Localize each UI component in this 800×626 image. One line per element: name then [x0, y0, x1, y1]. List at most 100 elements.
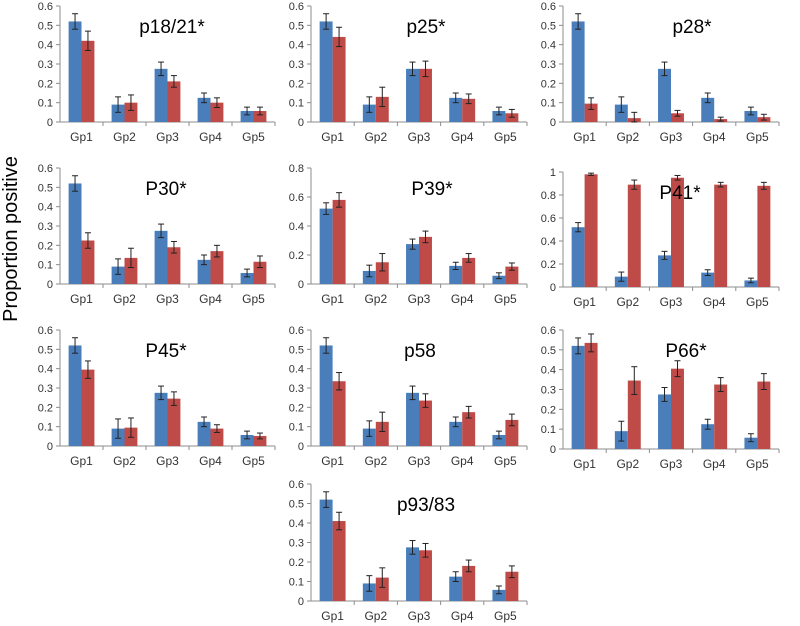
x-tick-label: Gp2	[616, 295, 639, 309]
y-tick-label: 0.2	[541, 259, 556, 271]
panel-title: p28*	[672, 17, 712, 38]
x-tick-label: Gp4	[703, 295, 726, 309]
bar	[714, 384, 728, 449]
x-tick-label: Gp5	[494, 292, 517, 306]
y-tick-label: 0.6	[541, 1, 556, 13]
y-axis-label: Proportion positive	[0, 156, 22, 322]
panel-title: P39*	[411, 179, 453, 200]
bar	[253, 110, 267, 122]
y-tick-label: 0	[550, 117, 556, 129]
x-tick-label: Gp1	[70, 130, 93, 144]
x-tick-label: Gp5	[494, 130, 517, 144]
bar	[154, 230, 168, 284]
bar	[419, 236, 432, 284]
bar	[375, 421, 389, 446]
bar	[449, 265, 463, 284]
panel-title: P41*	[659, 183, 701, 204]
bar	[627, 380, 641, 449]
x-tick-label: Gp5	[494, 609, 517, 623]
y-tick-label: 0.6	[541, 325, 556, 337]
bar	[375, 96, 389, 122]
bar	[111, 266, 125, 284]
bar	[111, 104, 125, 122]
y-tick-label: 0.2	[289, 78, 304, 90]
bar	[584, 342, 598, 449]
bar	[167, 81, 181, 122]
y-tick-label: 0.2	[38, 402, 53, 414]
y-tick-label: 0.8	[289, 163, 304, 175]
y-tick-label: 0.1	[289, 577, 304, 589]
bar	[332, 381, 346, 446]
x-tick-label: Gp5	[242, 130, 265, 144]
bar	[154, 68, 168, 122]
bar	[505, 571, 519, 601]
bar	[462, 565, 476, 601]
bar	[671, 177, 684, 287]
x-tick-label: Gp1	[70, 292, 93, 306]
y-tick-label: 0.1	[541, 424, 556, 436]
bar	[571, 21, 585, 122]
bar	[462, 412, 476, 446]
bar	[240, 110, 254, 122]
y-tick-label: 0.1	[38, 422, 53, 434]
chart-panel: 0 0.2 0.4 0.6 0.8 1 Gp1 Gp2 Gp3 Gp4 Gp5 P41*	[541, 167, 780, 309]
bar	[449, 97, 463, 122]
bar	[406, 392, 419, 446]
panel-title: p18/21*	[139, 17, 205, 38]
bar	[124, 102, 138, 122]
x-tick-label: Gp2	[364, 609, 387, 623]
y-tick-label: 0.3	[289, 59, 304, 71]
chart-panel: 0 0.1 0.2 0.3 0.4 0.5 0.6 Gp1 Gp2 Gp3 Gp4 Gp5 p25*	[289, 1, 528, 144]
y-tick-label: 0.6	[289, 192, 304, 204]
y-tick-label: 0.5	[541, 20, 556, 32]
y-tick-label: 0.4	[289, 364, 304, 376]
bar	[68, 183, 82, 284]
y-tick-label: 0	[298, 117, 304, 129]
x-tick-label: Gp3	[408, 609, 431, 623]
x-tick-label: Gp2	[364, 292, 387, 306]
x-tick-label: Gp2	[364, 130, 387, 144]
x-tick-label: Gp3	[156, 292, 179, 306]
y-tick-label: 0.3	[38, 221, 53, 233]
bar	[154, 392, 168, 446]
x-tick-label: Gp2	[113, 454, 136, 468]
x-tick-label: Gp4	[451, 609, 474, 623]
x-tick-label: Gp3	[408, 130, 431, 144]
x-tick-label: Gp5	[242, 454, 265, 468]
x-tick-label: Gp1	[321, 609, 344, 623]
y-tick-label: 0.4	[38, 364, 53, 376]
y-tick-label: 0.4	[289, 40, 304, 52]
bar	[714, 184, 728, 287]
x-tick-label: Gp1	[573, 130, 596, 144]
y-tick-label: 0	[47, 279, 53, 291]
panel-title: p25*	[406, 17, 446, 38]
x-tick-label: Gp5	[746, 457, 769, 471]
bar	[319, 345, 333, 446]
y-tick-label: 0.8	[541, 190, 556, 202]
bar	[658, 394, 671, 449]
y-tick-label: 0	[298, 279, 304, 291]
bar	[584, 174, 598, 287]
y-tick-label: 0.4	[38, 40, 53, 52]
x-tick-label: Gp3	[660, 295, 683, 309]
chart-panel: 0 0.1 0.2 0.3 0.4 0.5 0.6 Gp1 Gp2 Gp3 Gp4 Gp5 p93/83	[289, 479, 528, 623]
bar	[462, 257, 476, 284]
x-tick-label: Gp3	[156, 454, 179, 468]
bar	[744, 437, 758, 449]
x-tick-label: Gp1	[321, 292, 344, 306]
x-tick-label: Gp5	[494, 454, 517, 468]
x-tick-label: Gp4	[199, 292, 222, 306]
y-tick-label: 0.1	[541, 98, 556, 110]
bar	[253, 435, 267, 446]
y-tick-label: 0.5	[289, 499, 304, 511]
bar	[449, 576, 463, 601]
y-tick-label: 0.2	[289, 557, 304, 569]
panel-title: P66*	[665, 341, 707, 362]
panel-title: p93/83	[397, 495, 455, 516]
y-tick-label: 0.2	[289, 250, 304, 262]
bar	[492, 275, 506, 284]
bar	[332, 521, 346, 601]
bar	[492, 434, 506, 446]
y-tick-label: 0.3	[541, 385, 556, 397]
chart-panel: 0 0.1 0.2 0.3 0.4 0.5 0.6 Gp1 Gp2 Gp3 Gp4 Gp5 P30*	[38, 163, 276, 306]
